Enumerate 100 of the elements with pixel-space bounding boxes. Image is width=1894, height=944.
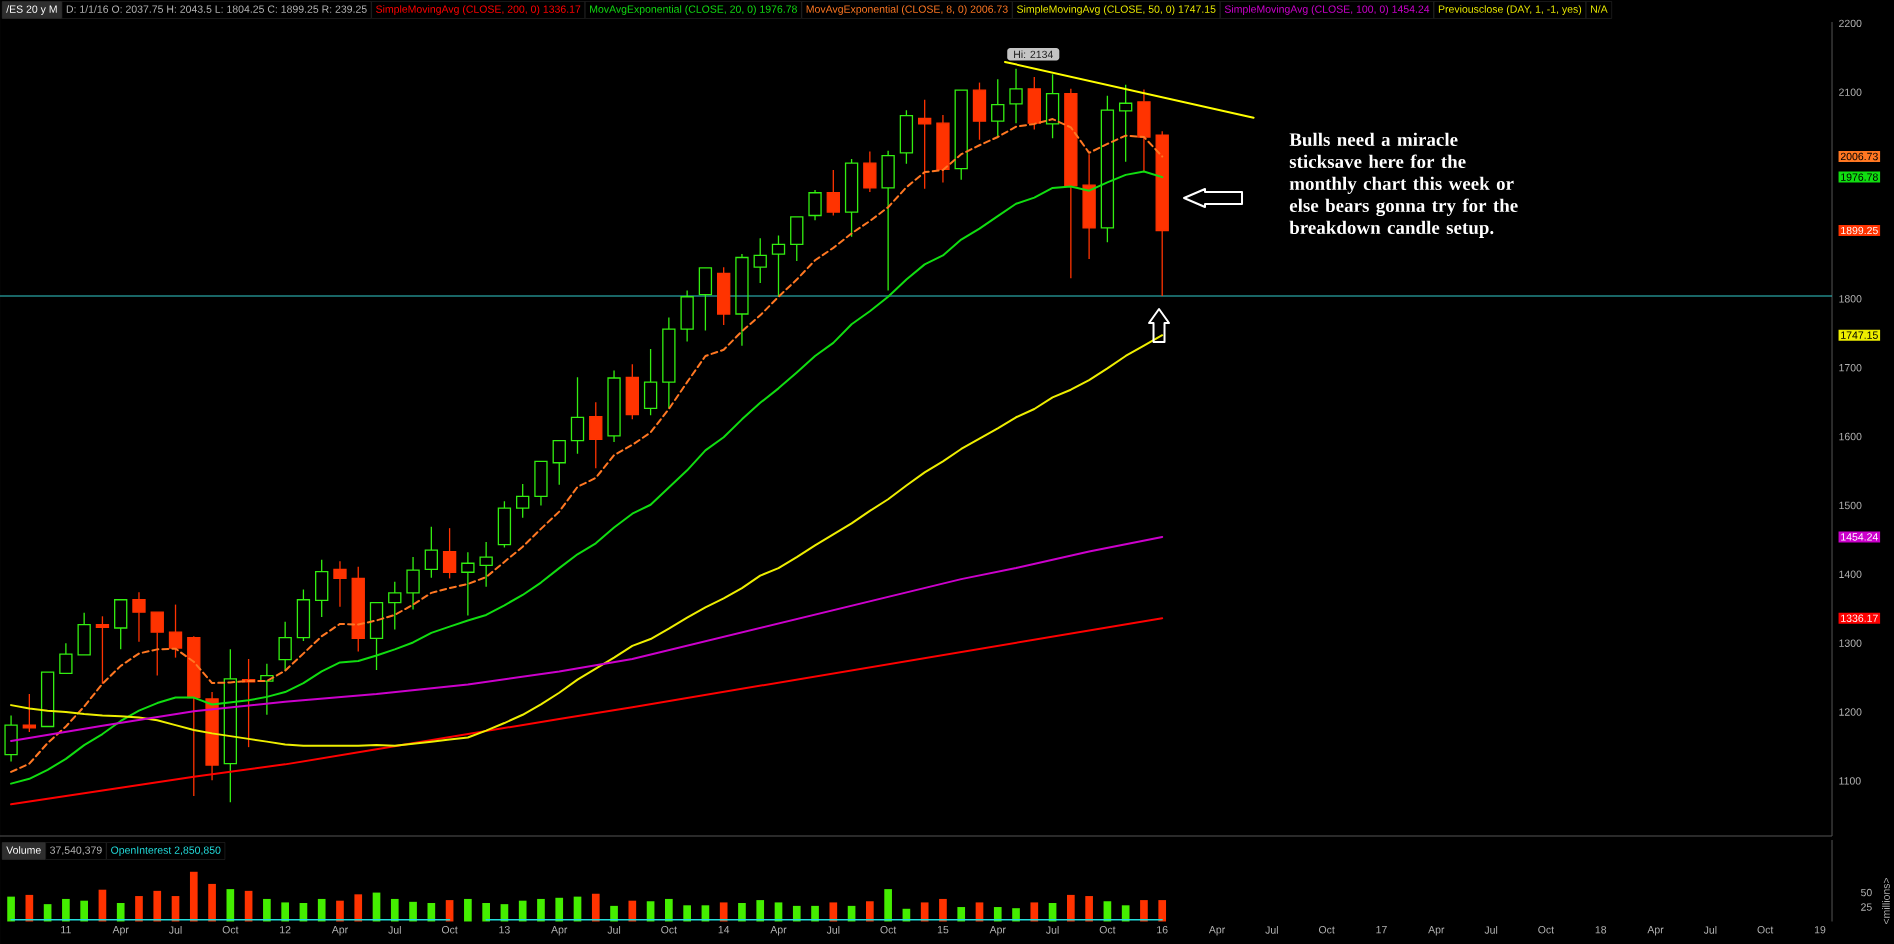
candlestick (59, 642, 73, 675)
bar (62, 898, 70, 922)
candlestick (991, 78, 1005, 139)
x-tick-label: Jul (607, 926, 621, 934)
bar (939, 898, 947, 922)
chart-title: /ES 20 y M (6, 5, 57, 15)
candlestick (479, 541, 493, 588)
candlestick (698, 267, 713, 332)
y-tick-label: 1899.25 (1841, 226, 1878, 235)
x-tick-label: 12 (280, 926, 291, 934)
x-tick-label: Apr (331, 926, 348, 936)
text: MovAvgExponential (CLOSE, 8, 0) 2006.73 (806, 5, 1008, 15)
bar (263, 898, 271, 922)
bar (719, 902, 728, 922)
y-axis-title: <millions> (1882, 877, 1890, 925)
bar (738, 902, 746, 922)
candlestick (1100, 95, 1115, 244)
candlestick (132, 591, 146, 643)
y-tick-label: 1400 (1839, 570, 1862, 579)
x-tick-label: Oct (661, 926, 677, 934)
bar (80, 900, 88, 922)
x-tick-label: Oct (1538, 926, 1555, 934)
bar (920, 902, 929, 922)
candlestick (863, 150, 877, 193)
x-tick-label: 17 (1376, 926, 1387, 934)
x-tick-label: 14 (718, 926, 730, 934)
bar (317, 898, 326, 922)
y-tick-label: 1200 (1839, 708, 1862, 716)
y-tick-label: 25 (1861, 903, 1872, 911)
candlestick (570, 376, 585, 455)
text: Previousclose (DAY, 1, -1, yes) (1438, 5, 1582, 15)
y-tick-label: 50 (1860, 888, 1872, 897)
x-tick-label: Apr (112, 926, 129, 936)
candlestick (516, 483, 530, 519)
x-tick-label: Apr (551, 926, 568, 936)
x-tick-label: Apr (770, 926, 787, 936)
x-tick-label: Jul (1265, 926, 1278, 934)
candlestick (77, 612, 91, 656)
x-tick-label: Jul (826, 926, 840, 934)
text: SimpleMovingAvg (CLOSE, 100, 0) 1454.24 (1224, 5, 1430, 15)
bar (135, 896, 143, 922)
y-tick-label: 2100 (1839, 88, 1862, 96)
candlestick (406, 556, 420, 611)
bar (116, 902, 125, 922)
y-tick-label: 1300 (1839, 639, 1862, 647)
x-tick-label: 11 (61, 926, 71, 934)
candlestick (333, 560, 347, 608)
x-tick-label: Oct (1757, 926, 1774, 934)
text: 37,540,379 (50, 846, 102, 856)
bar (829, 902, 838, 922)
x-tick-label: Apr (989, 926, 1006, 936)
candlestick (735, 253, 749, 347)
candlestick (881, 150, 895, 292)
text: SimpleMovingAvg (CLOSE, 50, 0) 1747.15 (1017, 5, 1216, 15)
candlestick (1137, 88, 1151, 173)
bar (208, 883, 216, 922)
bar (866, 901, 874, 922)
candlestick (552, 440, 566, 486)
candlestick (607, 369, 621, 443)
candlestick (917, 99, 932, 190)
y-tick-label: 1600 (1839, 432, 1862, 441)
candlestick (424, 526, 439, 579)
x-tick-label: Jul (168, 926, 182, 934)
candlestick (844, 158, 859, 238)
candlestick (954, 89, 968, 181)
bar (281, 902, 289, 922)
x-tick-label: Apr (1208, 926, 1226, 936)
candlestick (223, 648, 238, 803)
candlestick (388, 581, 402, 631)
candlestick (1118, 84, 1133, 163)
bar (189, 871, 198, 922)
bar (555, 897, 564, 922)
y-tick-label: 1500 (1839, 501, 1862, 510)
chart-subtitle: D: 1/1/16 O: 2037.75 H: 2043.5 L: 1804.25 C: 1899.25 R: 239.25 (66, 5, 367, 13)
candlestick (771, 234, 786, 298)
text: MovAvgExponential (CLOSE, 20, 0) 1976.78 (590, 5, 797, 15)
bar (427, 902, 436, 922)
bar (409, 901, 417, 922)
candlestick (1045, 73, 1060, 140)
candlestick (662, 316, 676, 409)
x-tick-label: Oct (1318, 926, 1335, 934)
x-tick-label: Oct (222, 926, 239, 934)
y-tick-label: 2200 (1839, 19, 1862, 28)
x-tick-label: Apr (1647, 926, 1664, 936)
bar (665, 898, 673, 922)
x-tick-label: Oct (1099, 926, 1116, 934)
candlestick (753, 237, 767, 284)
candlestick (114, 599, 128, 651)
candlestick (899, 109, 914, 165)
x-tick-label: Jul (1484, 926, 1498, 934)
candlestick (790, 216, 804, 262)
bar (628, 900, 637, 922)
x-tick-label: 18 (1595, 926, 1607, 934)
y-tick-label: 1100 (1839, 777, 1861, 785)
candlestick (278, 621, 292, 672)
candlestick (497, 500, 512, 549)
x-tick-label: Jul (1703, 926, 1717, 934)
x-tick-label: 13 (499, 926, 510, 934)
bar (811, 905, 819, 922)
bar (464, 898, 472, 922)
